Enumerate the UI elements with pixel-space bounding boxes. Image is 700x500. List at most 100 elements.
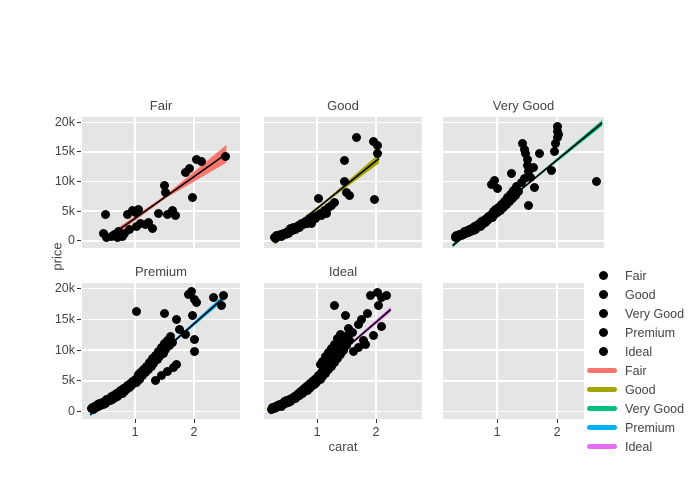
- data-point: [489, 175, 499, 185]
- data-point: [208, 292, 218, 302]
- gridline-x: [316, 117, 318, 248]
- facet-panel-empty[interactable]: [443, 283, 584, 419]
- data-point: [344, 336, 354, 346]
- data-point: [592, 177, 602, 187]
- data-point: [373, 148, 383, 158]
- data-point: [512, 182, 522, 192]
- data-point: [349, 347, 359, 357]
- y-tick-label: 20k: [54, 281, 75, 296]
- legend-label: Premium: [625, 420, 676, 435]
- data-point: [492, 184, 502, 194]
- y-tick-label: 5k: [61, 203, 75, 218]
- data-point: [321, 209, 331, 219]
- facet-panel-very-good[interactable]: [443, 117, 604, 248]
- legend-item-trend-premium[interactable]: Premium: [587, 418, 684, 437]
- facet-title-fair: Fair: [149, 98, 173, 113]
- data-point: [370, 194, 380, 204]
- data-point: [486, 180, 496, 190]
- legend-label: Ideal: [625, 344, 653, 359]
- data-point: [157, 371, 167, 381]
- y-tick-mark: [77, 121, 81, 123]
- legend-item-points-fair[interactable]: Fair: [587, 266, 684, 285]
- legend-label: Very Good: [625, 401, 685, 416]
- legend-item-points-good[interactable]: Good: [587, 285, 684, 304]
- x-tick-mark: [316, 419, 318, 423]
- data-point: [329, 301, 339, 311]
- gridline-y: [82, 318, 240, 321]
- facet-panel-good[interactable]: [264, 117, 422, 248]
- data-point: [186, 286, 196, 296]
- y-tick-label: 10k: [54, 174, 75, 189]
- data-point: [522, 161, 532, 171]
- gridline-y: [443, 240, 604, 242]
- data-point: [518, 138, 528, 148]
- data-point: [353, 319, 363, 329]
- gridline-x: [134, 117, 136, 248]
- data-point: [154, 208, 164, 218]
- y-tick-mark: [77, 380, 81, 382]
- data-point: [185, 164, 195, 174]
- data-point: [336, 329, 346, 339]
- legend-label: Fair: [625, 268, 647, 283]
- data-point: [189, 334, 199, 344]
- data-point: [313, 193, 323, 203]
- x-tick-mark: [134, 419, 136, 423]
- data-point: [365, 291, 375, 301]
- legend-line-swatch: [587, 387, 617, 392]
- legend-item-trend-good[interactable]: Good: [587, 380, 684, 399]
- data-point: [534, 149, 544, 159]
- data-point: [369, 331, 379, 341]
- data-point: [151, 376, 161, 386]
- data-point: [513, 187, 523, 197]
- gridline-x: [375, 117, 377, 248]
- gridline-x: [375, 283, 377, 419]
- data-point: [170, 210, 180, 220]
- facet-title-very-good: Very Good: [492, 98, 555, 113]
- data-point: [114, 227, 124, 237]
- legend-label: Good: [625, 382, 656, 397]
- y-tick-mark: [77, 181, 81, 183]
- data-point: [160, 181, 170, 191]
- data-point: [167, 205, 177, 215]
- legend-item-trend-fair[interactable]: Fair: [587, 361, 684, 380]
- data-point: [160, 308, 170, 318]
- data-point: [552, 121, 562, 131]
- data-point: [124, 225, 134, 235]
- gridline-x: [316, 283, 318, 419]
- data-point: [143, 218, 153, 227]
- legend-label: Fair: [625, 363, 647, 378]
- y-tick-mark: [77, 210, 81, 212]
- legend-item-trend-very-good[interactable]: Very Good: [587, 399, 684, 418]
- data-point: [550, 139, 560, 149]
- data-point: [330, 198, 340, 208]
- facet-panel-fair[interactable]: [82, 117, 240, 248]
- data-point: [161, 188, 171, 198]
- data-point: [377, 293, 387, 303]
- gridline-y: [264, 287, 422, 290]
- legend-item-trend-ideal[interactable]: Ideal: [587, 437, 684, 456]
- data-point: [373, 140, 383, 150]
- y-tick-label: 15k: [54, 311, 75, 326]
- legend-marker-dot: [599, 328, 608, 337]
- data-point: [523, 167, 533, 177]
- facet-panel-ideal[interactable]: [264, 283, 422, 419]
- legend-item-points-premium[interactable]: Premium: [587, 323, 684, 342]
- y-tick-mark: [77, 349, 81, 351]
- gridline-y: [82, 151, 240, 153]
- data-point: [174, 325, 184, 335]
- data-point: [339, 176, 349, 186]
- data-point: [343, 330, 353, 340]
- data-point: [352, 133, 362, 143]
- data-point: [187, 192, 197, 202]
- gridline-y: [82, 121, 240, 124]
- facet-title-premium: Premium: [134, 264, 187, 279]
- legend-item-points-very-good[interactable]: Very Good: [587, 304, 684, 323]
- data-point: [506, 168, 516, 178]
- facet-panel-premium[interactable]: [82, 283, 240, 419]
- data-point: [136, 218, 146, 228]
- legend-item-points-ideal[interactable]: Ideal: [587, 342, 684, 361]
- gridline-y: [264, 151, 422, 153]
- legend-line-swatch: [587, 425, 617, 430]
- data-point: [546, 165, 556, 175]
- x-tick-label: 2: [553, 425, 561, 439]
